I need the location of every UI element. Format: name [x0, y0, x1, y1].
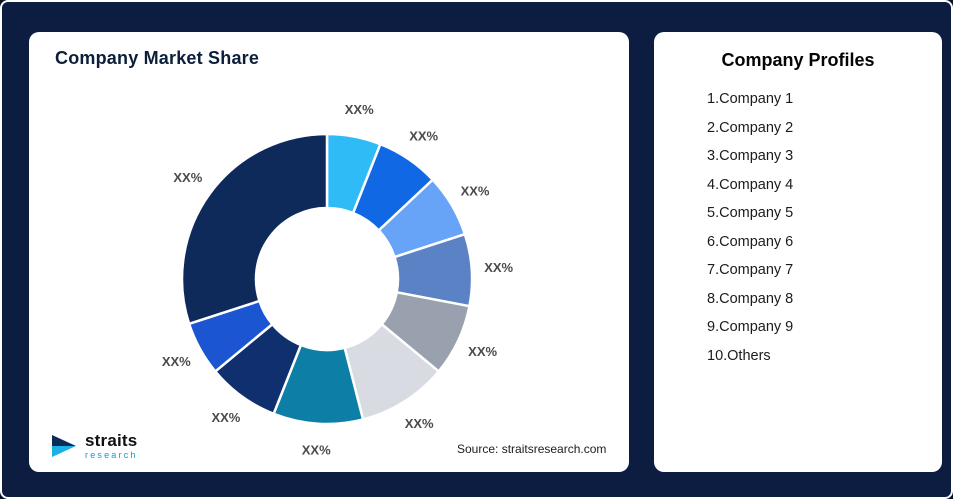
profile-item: 5.Company 5 [707, 205, 794, 221]
profile-item: 1.Company 1 [707, 91, 794, 107]
profiles-list: 1.Company 1 2.Company 2 3.Company 3 4.Co… [654, 85, 942, 370]
profile-item: 2.Company 2 [707, 119, 794, 136]
profile-item: 7.Company 7 [707, 262, 794, 278]
profile-item: 4.Company 4 [707, 176, 794, 193]
donut-chart: XX% XX% XX% XX% XX% XX% XX% XX% XX% XX% [162, 102, 514, 458]
chart-title: Company Market Share [55, 48, 260, 68]
profile-item: 10.Others [707, 347, 771, 364]
profile-item: 9.Company 9 [707, 319, 794, 335]
slice-label-8: XX% [211, 410, 240, 425]
straits-research-logo: straits research [49, 432, 138, 460]
slice-label-10: XX% [173, 170, 202, 185]
slice-label-1: XX% [345, 102, 374, 117]
profile-item: 3.Company 3 [707, 148, 794, 164]
profile-item: 6.Company 6 [707, 233, 794, 250]
market-share-card: Company Market Share XX% XX% XX% XX% XX% XX% X… [29, 32, 629, 472]
slice-label-3: XX% [461, 183, 490, 198]
logo-text-block: straits research [85, 432, 138, 460]
slice-label-7: XX% [302, 443, 331, 458]
logo-subtext: research [85, 450, 138, 460]
profile-item: 8.Company 8 [707, 290, 794, 307]
company-profiles-card: Company Profiles 1.Company 1 2.Company 2… [654, 32, 942, 472]
logo-name: straits [85, 431, 138, 450]
profiles-title: Company Profiles [721, 50, 875, 70]
slice-label-6: XX% [405, 416, 434, 431]
slice-label-9: XX% [162, 354, 191, 369]
slice-label-4: XX% [484, 260, 513, 275]
slice-label-2: XX% [409, 129, 438, 144]
donut-segment-10 [180, 132, 329, 326]
slice-label-5: XX% [468, 344, 497, 359]
straits-logo-icon [52, 435, 76, 457]
source-text: Source: straitsresearch.com [457, 442, 607, 456]
